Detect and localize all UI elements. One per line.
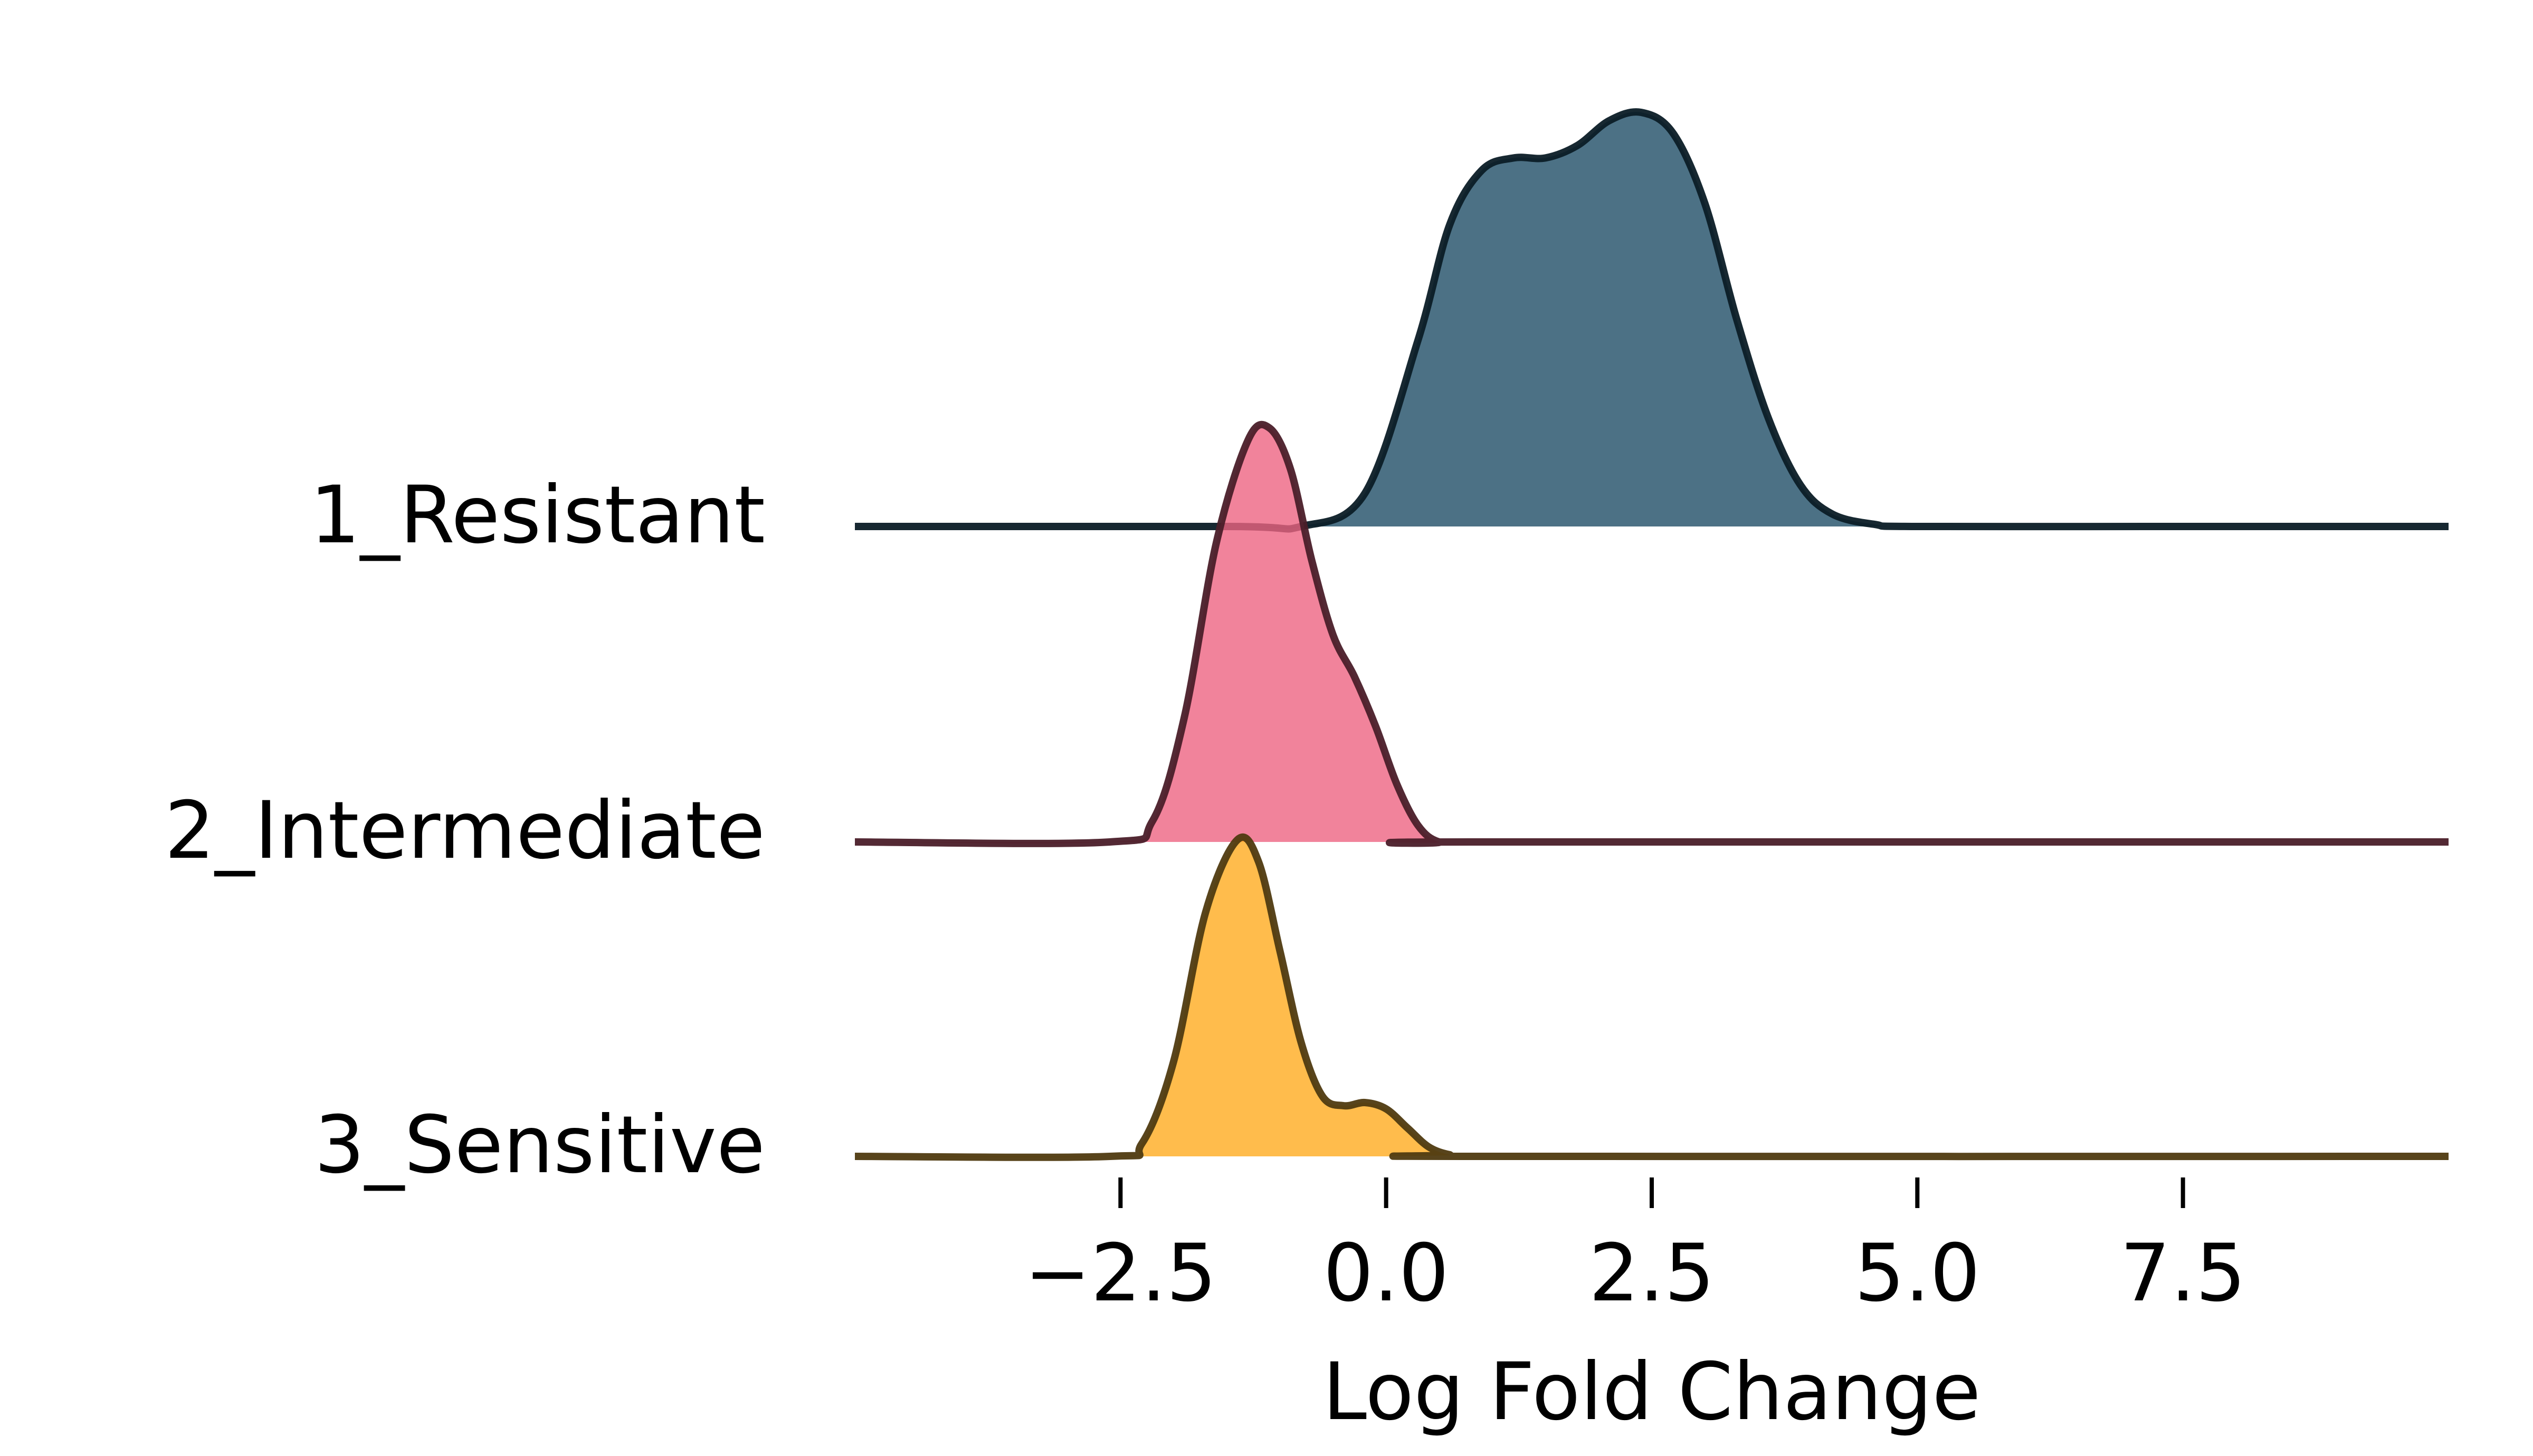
x-tick-label: 5.0 xyxy=(1854,1228,1980,1319)
x-tick-label: 0.0 xyxy=(1323,1228,1449,1319)
category-label-1-resistant: 1_Resistant xyxy=(310,470,765,561)
density-area-1-resistant xyxy=(855,112,2449,529)
category-label-3-sensitive: 3_Sensitive xyxy=(315,1099,765,1191)
density-line-3-sensitive xyxy=(854,833,2449,1161)
x-tick-label: 2.5 xyxy=(1589,1228,1715,1319)
x-axis-label: Log Fold Change xyxy=(1322,1346,1980,1438)
x-tick-label: 7.5 xyxy=(2120,1228,2246,1319)
density-area-3-sensitive xyxy=(855,837,2449,1157)
category-label-2-intermediate: 2_Intermediate xyxy=(165,785,765,877)
density-line-1-resistant xyxy=(855,108,2449,533)
category-labels: 1_Resistant 2_Intermediate 3_Sensitive xyxy=(165,470,765,1191)
density-area-2-intermediate xyxy=(855,424,2449,844)
ridges-group xyxy=(854,108,2449,1161)
density-line-2-intermediate xyxy=(854,420,2449,847)
x-axis: −2.5 0.0 2.5 5.0 7.5 xyxy=(1024,1177,2246,1319)
x-tick-label: −2.5 xyxy=(1024,1228,1216,1319)
